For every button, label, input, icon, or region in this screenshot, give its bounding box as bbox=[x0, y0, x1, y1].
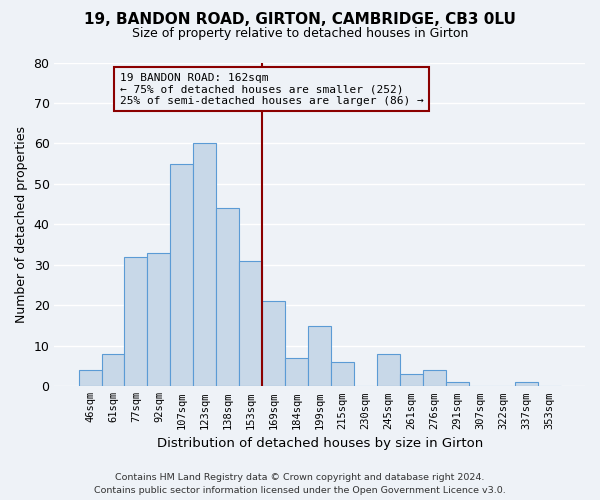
Bar bbox=[170, 164, 193, 386]
Text: Size of property relative to detached houses in Girton: Size of property relative to detached ho… bbox=[132, 28, 468, 40]
Bar bbox=[79, 370, 101, 386]
Bar bbox=[124, 257, 148, 386]
Y-axis label: Number of detached properties: Number of detached properties bbox=[15, 126, 28, 323]
Bar bbox=[423, 370, 446, 386]
Text: 19, BANDON ROAD, GIRTON, CAMBRIDGE, CB3 0LU: 19, BANDON ROAD, GIRTON, CAMBRIDGE, CB3 … bbox=[84, 12, 516, 28]
Bar bbox=[217, 208, 239, 386]
Bar bbox=[239, 261, 262, 386]
Bar bbox=[193, 144, 217, 386]
Bar bbox=[101, 354, 124, 386]
X-axis label: Distribution of detached houses by size in Girton: Distribution of detached houses by size … bbox=[157, 437, 483, 450]
Bar bbox=[400, 374, 423, 386]
Bar bbox=[331, 362, 354, 386]
Bar bbox=[308, 326, 331, 386]
Bar bbox=[148, 252, 170, 386]
Text: Contains HM Land Registry data © Crown copyright and database right 2024.
Contai: Contains HM Land Registry data © Crown c… bbox=[94, 473, 506, 495]
Bar bbox=[515, 382, 538, 386]
Bar bbox=[262, 302, 285, 386]
Bar bbox=[446, 382, 469, 386]
Text: 19 BANDON ROAD: 162sqm
← 75% of detached houses are smaller (252)
25% of semi-de: 19 BANDON ROAD: 162sqm ← 75% of detached… bbox=[120, 72, 424, 106]
Bar bbox=[285, 358, 308, 386]
Bar bbox=[377, 354, 400, 386]
